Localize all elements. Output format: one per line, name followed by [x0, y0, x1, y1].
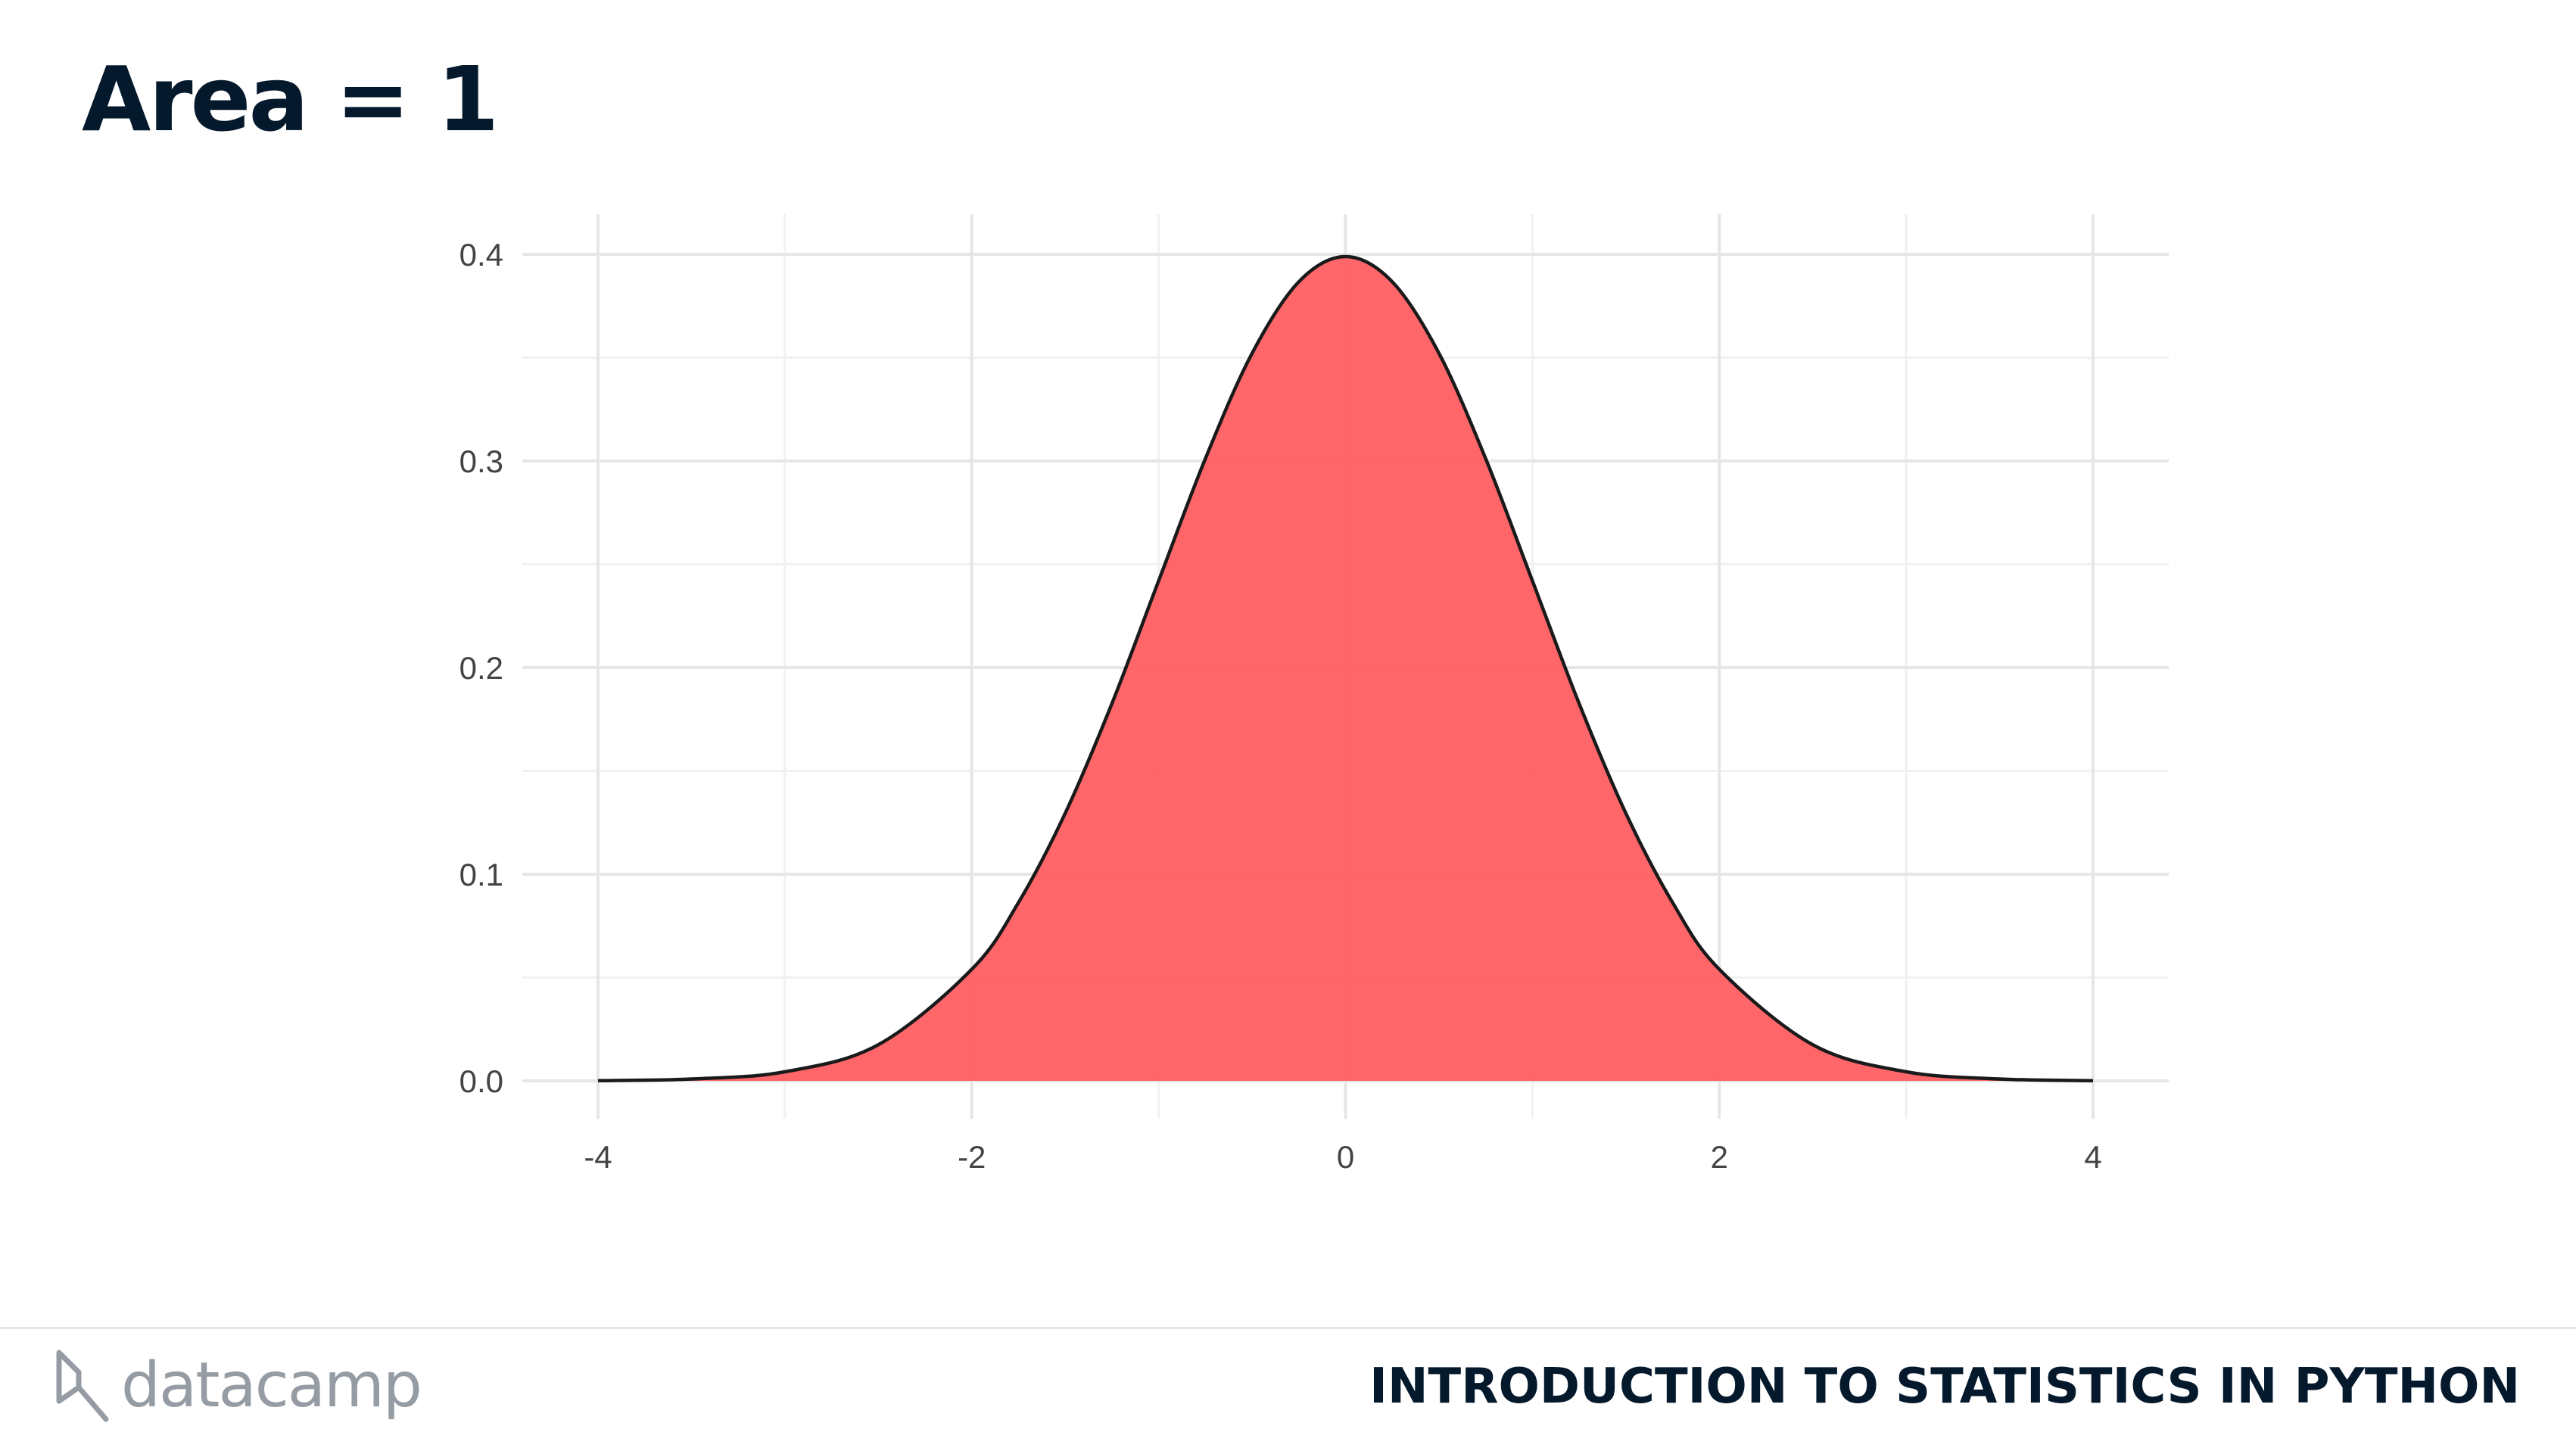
x-tick-label: 2: [1711, 1139, 1728, 1175]
y-tick-label: 0.3: [459, 444, 503, 479]
y-axis-ticks: 0.0 0.1 0.2 0.3 0.4: [459, 237, 503, 1099]
slide-title: Area = 1: [82, 47, 499, 151]
course-title: INTRODUCTION TO STATISTICS IN PYTHON: [1369, 1359, 2520, 1415]
x-tick-label: 4: [2084, 1139, 2101, 1175]
x-tick-label: -2: [958, 1139, 986, 1175]
y-tick-label: 0.0: [459, 1063, 503, 1099]
x-tick-label: -4: [584, 1139, 612, 1175]
footer-divider: [0, 1327, 2576, 1329]
datacamp-logo[interactable]: datacamp: [53, 1350, 422, 1422]
x-tick-label: 0: [1337, 1139, 1354, 1175]
x-axis-ticks: -4 -2 0 2 4: [584, 1139, 2101, 1175]
plot-area: [597, 254, 2094, 1082]
datacamp-logo-icon: [56, 1350, 109, 1422]
logo-wordmark: datacamp: [121, 1350, 422, 1421]
y-tick-label: 0.4: [459, 237, 503, 272]
y-tick-label: 0.1: [459, 857, 503, 892]
density-curve-line: [597, 254, 2094, 1082]
density-chart: 0.0 0.1 0.2 0.3 0.4 -4 -2 0 2 4: [459, 214, 2169, 1175]
density-area-fill: [598, 257, 2093, 1082]
y-tick-label: 0.2: [459, 650, 503, 686]
